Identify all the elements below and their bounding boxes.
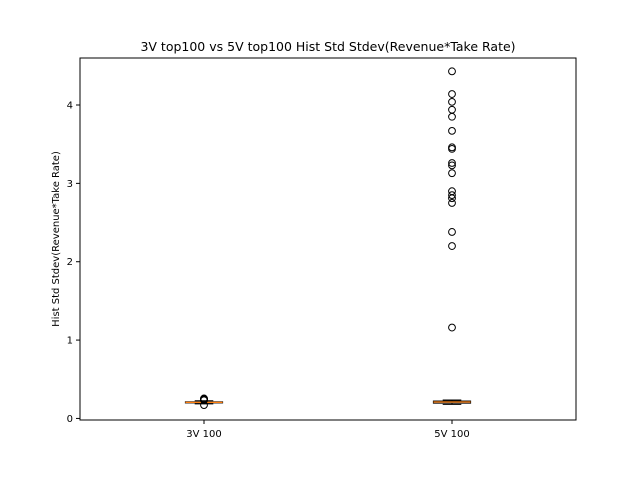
outlier-point <box>448 228 456 236</box>
outlier-point <box>448 143 456 152</box>
x-tick-label: 3V 100 <box>186 429 221 440</box>
outlier-point <box>448 187 456 196</box>
y-tick-label: 0 <box>67 414 73 425</box>
outlier-point <box>448 105 456 114</box>
plot-area: 0 1 2 3 4 3V 100 5V 100 <box>67 67 472 440</box>
y-axis-label: Hist Std Stdev(Revenue*Take Rate) <box>51 151 62 327</box>
outlier-point <box>448 159 456 167</box>
outlier-point <box>448 97 456 106</box>
axes-frame <box>79 57 577 421</box>
y-tick-label: 3 <box>67 179 73 190</box>
outlier-point <box>448 90 456 98</box>
y-tick-label: 2 <box>67 257 73 268</box>
outlier-point <box>448 199 456 207</box>
chart-title: 3V top100 vs 5V top100 Hist Std Stdev(Re… <box>140 39 515 54</box>
y-tick-label: 4 <box>67 101 73 112</box>
outlier-point <box>200 394 208 403</box>
outlier-point <box>448 323 456 332</box>
outlier-point <box>448 161 456 170</box>
y-tick-label: 1 <box>67 336 73 347</box>
outlier-point <box>448 126 456 135</box>
outlier-point <box>448 67 456 76</box>
outlier-point <box>448 242 456 250</box>
outlier-point <box>448 169 456 178</box>
x-tick-label: 5V 100 <box>434 429 469 440</box>
outlier-point <box>448 191 456 200</box>
